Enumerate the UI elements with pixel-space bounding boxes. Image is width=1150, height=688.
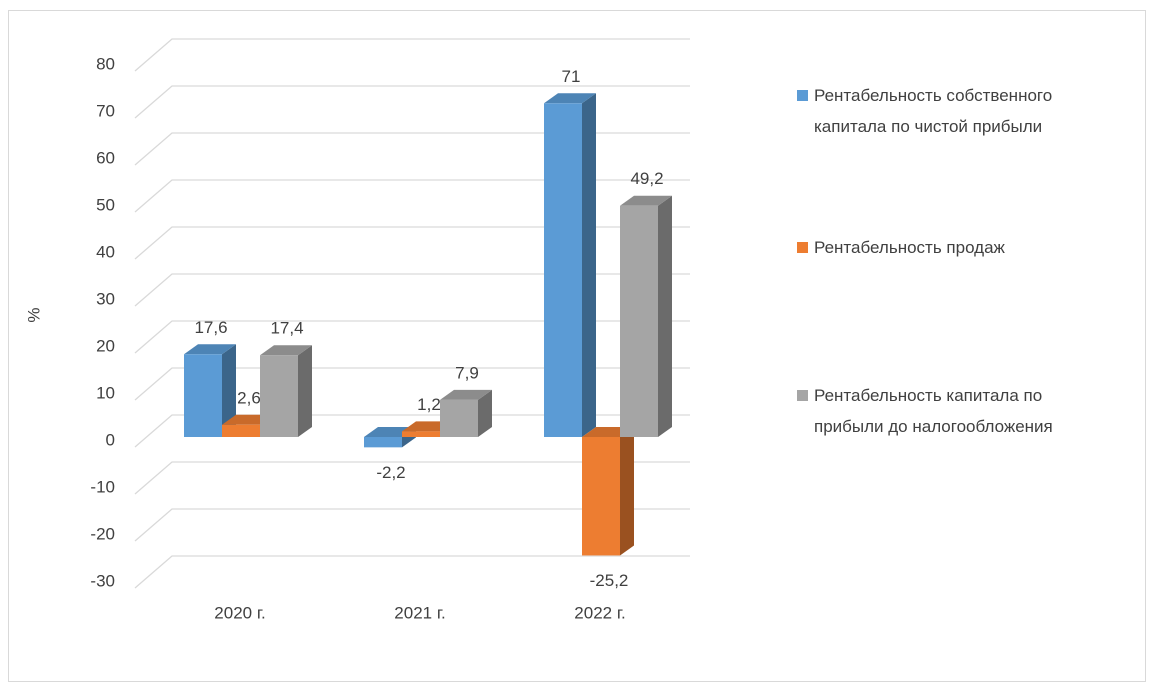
legend-item: Рентабельность собственного капитала по … bbox=[797, 80, 1087, 142]
y-tick-label: -30 bbox=[90, 571, 115, 590]
y-axis-label: % bbox=[24, 307, 43, 322]
bar-top bbox=[440, 389, 492, 400]
bar bbox=[260, 355, 298, 437]
bar bbox=[544, 103, 582, 438]
legend-label: Рентабельность собственного капитала по … bbox=[814, 86, 1053, 136]
x-tick-label: 2022 г. bbox=[574, 603, 625, 622]
data-label: 1,2 bbox=[417, 395, 441, 414]
bar-side bbox=[658, 195, 672, 437]
y-tick-label: 20 bbox=[96, 336, 115, 355]
legend-item: Рентабельность капитала по прибыли до на… bbox=[797, 380, 1087, 442]
grid-line bbox=[134, 38, 690, 72]
data-label: 17,6 bbox=[194, 318, 227, 337]
x-tick-label: 2021 г. bbox=[394, 603, 445, 622]
legend-swatch bbox=[797, 242, 808, 253]
data-label: 17,4 bbox=[270, 319, 303, 338]
bar-side bbox=[478, 389, 492, 437]
data-label: 2,6 bbox=[237, 388, 261, 407]
y-tick-label: 0 bbox=[106, 430, 115, 449]
grid-line bbox=[134, 461, 690, 495]
chart-frame bbox=[8, 10, 1146, 682]
bar bbox=[222, 424, 260, 437]
data-label: 49,2 bbox=[630, 169, 663, 188]
grid-line bbox=[134, 132, 690, 166]
bar bbox=[184, 354, 222, 437]
bar-side bbox=[222, 344, 236, 437]
x-tick-label: 2020 г. bbox=[214, 603, 265, 622]
grid-line bbox=[134, 226, 690, 260]
y-tick-label: -10 bbox=[90, 477, 115, 496]
grid-line bbox=[134, 555, 690, 589]
data-label: 71 bbox=[562, 67, 581, 86]
bar-top bbox=[184, 344, 236, 355]
bar-top bbox=[544, 93, 596, 104]
data-label: 7,9 bbox=[455, 363, 479, 382]
bar-side bbox=[298, 345, 312, 437]
grid-line bbox=[134, 179, 690, 213]
grid-line bbox=[134, 85, 690, 119]
bar bbox=[582, 437, 620, 556]
bar-top bbox=[620, 195, 672, 206]
y-tick-label: 70 bbox=[96, 101, 115, 120]
legend-swatch bbox=[797, 390, 808, 401]
y-tick-label: 10 bbox=[96, 383, 115, 402]
y-tick-label: 30 bbox=[96, 289, 115, 308]
y-tick-label: 60 bbox=[96, 148, 115, 167]
bar-side bbox=[582, 93, 596, 438]
grid-line bbox=[134, 414, 690, 448]
legend-label: Рентабельность продаж bbox=[814, 238, 1005, 257]
legend-label: Рентабельность капитала по прибыли до на… bbox=[814, 386, 1053, 436]
y-tick-label: 80 bbox=[96, 54, 115, 73]
bar bbox=[364, 437, 402, 448]
y-tick-label: 40 bbox=[96, 242, 115, 261]
y-tick-label: -20 bbox=[90, 524, 115, 543]
grid-line bbox=[134, 273, 690, 307]
legend-swatch bbox=[797, 90, 808, 101]
grid-line bbox=[134, 367, 690, 401]
data-label: -2,2 bbox=[376, 463, 405, 482]
grid-line bbox=[134, 508, 690, 542]
y-tick-label: 50 bbox=[96, 195, 115, 214]
grid-line bbox=[134, 320, 690, 354]
bar bbox=[402, 431, 440, 437]
bar-side bbox=[620, 427, 634, 556]
bar bbox=[620, 205, 658, 437]
bar-top bbox=[260, 345, 312, 356]
bar bbox=[440, 399, 478, 437]
legend-item: Рентабельность продаж bbox=[797, 232, 1087, 263]
data-label: -25,2 bbox=[590, 571, 629, 590]
